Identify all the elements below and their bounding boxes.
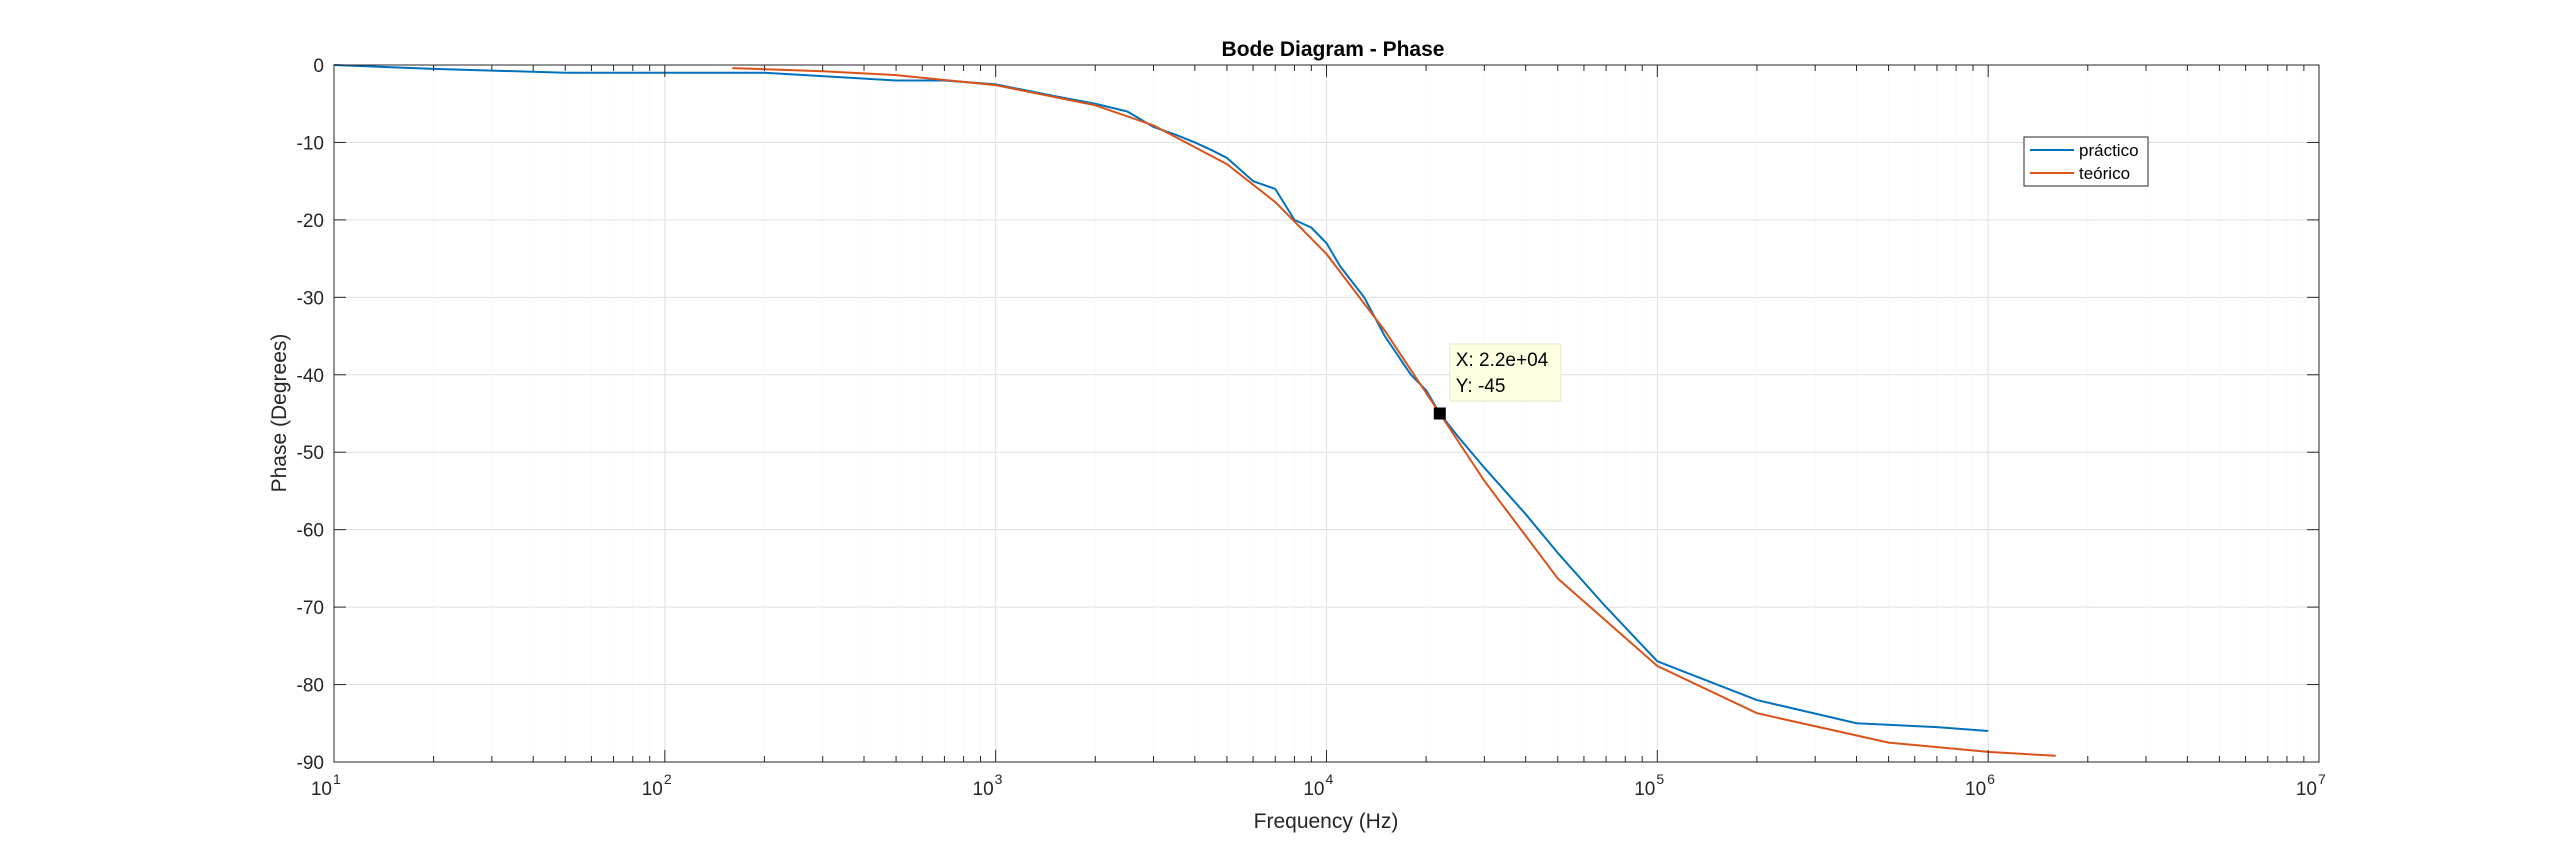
x-tick-label: 10 6 [1965,771,1995,800]
y-tick-label: -60 [297,521,324,542]
x-tick-exponent: 7 [2318,771,2326,787]
x-tick-base: 10 [1965,779,1986,800]
x-tick-base: 10 [2296,779,2317,800]
series-layer [333,64,2056,757]
x-tick-base: 10 [311,779,332,800]
x-tick-exponent: 5 [1656,771,1664,787]
x-tick-exponent: 2 [664,771,672,787]
x-tick-exponent: 3 [995,771,1003,787]
legend[interactable]: práctico teórico [2023,136,2149,187]
datatip-marker[interactable] [1433,407,1446,420]
x-tick-label: 10 4 [1303,771,1333,800]
x-tick-base: 10 [642,779,663,800]
y-tick-label: -80 [297,676,324,697]
datatip-x-label: X: 2.2e+04 [1456,350,1549,371]
y-tick-label: -10 [297,133,324,154]
x-tick-label: 10 3 [973,771,1003,800]
y-tick-label: 0 [313,56,324,77]
x-tick-exponent: 1 [333,771,341,787]
series-line-teorico [732,67,2056,757]
x-axis-label: Frequency (Hz) [1254,810,1399,833]
x-tick-label: 10 1 [311,771,341,800]
y-tick-label: -30 [297,288,324,309]
legend-label-teorico: teórico [2079,164,2130,183]
y-axis-label: Phase (Degrees) [268,334,291,493]
x-tick-label: 10 2 [642,771,672,800]
y-tick-labels: 0 -10 -20 -30 -40 -50 -60 -70 -80 -90 [297,56,324,774]
datatip[interactable]: X: 2.2e+04 Y: -45 [1433,343,1562,420]
x-tick-base: 10 [973,779,994,800]
x-tick-base: 10 [1303,779,1324,800]
ticks-layer [333,64,2320,763]
datatip-y-label: Y: -45 [1456,376,1506,397]
x-tick-label: 10 5 [1634,771,1664,800]
x-tick-labels: 10 1 10 2 10 3 10 4 10 5 10 6 10 7 [311,771,2326,800]
x-tick-label: 10 7 [2296,771,2326,800]
legend-label-practico: práctico [2079,141,2139,160]
legend-box [2023,136,2149,187]
chart-title: Bode Diagram - Phase [1222,38,1445,61]
datatip-box [1449,343,1562,402]
y-tick-label: -20 [297,211,324,232]
x-tick-exponent: 6 [1987,771,1995,787]
y-tick-label: -90 [297,753,324,774]
x-tick-base: 10 [1634,779,1655,800]
y-tick-label: -70 [297,598,324,619]
y-tick-label: -40 [297,366,324,387]
x-tick-exponent: 4 [1326,771,1334,787]
y-tick-label: -50 [297,443,324,464]
